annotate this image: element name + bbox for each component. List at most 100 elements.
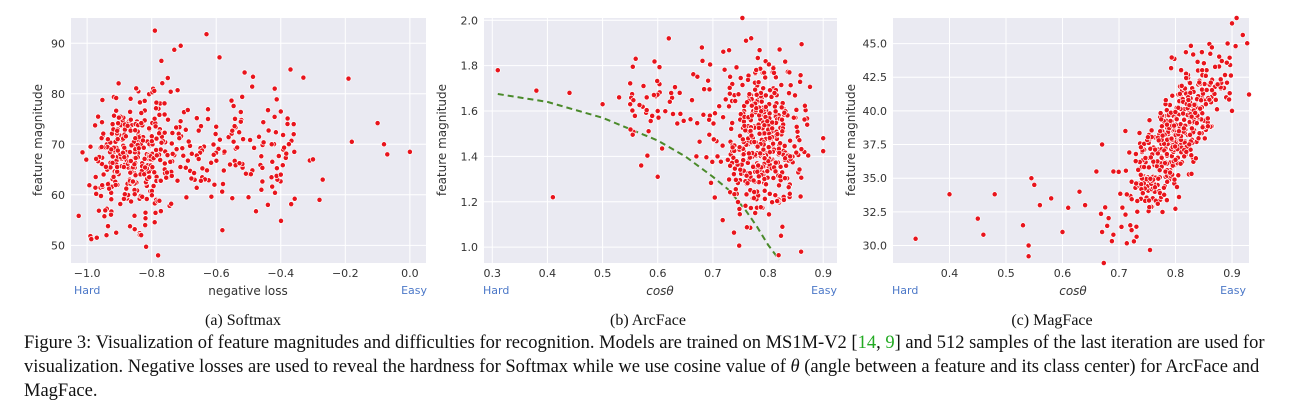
scatter-point <box>769 125 776 132</box>
scatter-point <box>1214 81 1221 88</box>
caption-suffix: (angle between a feature and its class c… <box>24 357 1260 401</box>
scatter-point <box>1203 87 1210 93</box>
scatter-point <box>93 234 100 241</box>
scatter-point <box>632 55 639 62</box>
scatter-point <box>761 69 768 76</box>
scatter-point <box>751 189 758 195</box>
scatter-point <box>1175 172 1182 179</box>
scatter-point <box>1161 160 1168 167</box>
scatter-point <box>755 79 762 86</box>
scatter-point <box>1144 134 1151 141</box>
scatter-point <box>798 248 805 255</box>
scatter-point <box>754 55 761 61</box>
scatter-point <box>1178 67 1185 74</box>
scatter-point <box>249 83 256 90</box>
scatter-point <box>1216 53 1223 60</box>
scatter-point <box>698 44 705 51</box>
scatter-point <box>797 78 804 85</box>
subcaption-softmax: (a) Softmax <box>205 312 281 329</box>
caption-ref-2[interactable]: 9 <box>885 333 895 353</box>
scatter-point <box>757 150 764 157</box>
scatter-point <box>1122 128 1129 134</box>
scatter-point <box>766 135 773 141</box>
scatter-point <box>169 150 176 157</box>
scatter-point <box>133 85 140 92</box>
scatter-point <box>1168 54 1175 61</box>
scatter-point <box>100 130 107 137</box>
scatter-point <box>650 92 657 98</box>
scatter-point <box>770 140 777 147</box>
scatter-point <box>640 83 647 89</box>
scatter-point <box>755 124 762 131</box>
x-tick-label: 0.7 <box>1110 267 1128 280</box>
scatter-point <box>770 175 777 181</box>
scatter-point <box>791 143 798 150</box>
scatter-point <box>300 74 307 81</box>
scatter-point <box>1224 40 1231 47</box>
scatter-point <box>167 88 174 95</box>
scatter-point <box>687 116 694 123</box>
scatter-point <box>259 164 266 171</box>
scatter-point <box>726 90 733 97</box>
scatter-point <box>112 182 119 188</box>
scatter-point <box>762 74 769 81</box>
scatter-point <box>127 108 134 115</box>
scatter-point <box>1098 210 1104 217</box>
scatter-point <box>79 149 86 156</box>
scatter-point <box>259 178 266 185</box>
scatter-point <box>227 161 233 168</box>
caption-prefix: Figure 3: Visualization of feature magni… <box>24 333 858 353</box>
scatter-point <box>284 115 291 122</box>
scatter-point <box>169 130 176 136</box>
scatter-point <box>726 47 733 54</box>
scatter-point <box>288 201 295 208</box>
scatter-point <box>1082 202 1089 209</box>
scatter-point <box>188 150 195 157</box>
ylabel-softmax: feature magnitude <box>31 84 45 196</box>
scatter-point <box>807 83 813 90</box>
scatter-point <box>1197 105 1204 112</box>
scatter-point <box>761 155 768 162</box>
scatter-point <box>645 128 652 135</box>
scatter-point <box>736 144 743 151</box>
scatter-point <box>1168 135 1175 142</box>
scatter-point <box>787 82 794 89</box>
scatter-point <box>1025 253 1032 260</box>
caption-ref-1[interactable]: 14 <box>857 333 877 353</box>
scatter-point <box>151 115 158 122</box>
scatter-point <box>753 91 760 98</box>
scatter-point <box>153 152 160 159</box>
scatter-point <box>272 189 278 196</box>
scatter-point <box>1175 104 1182 111</box>
scatter-point <box>1202 101 1209 108</box>
scatter-point <box>193 184 200 191</box>
scatter-point <box>142 164 149 171</box>
scatter-point <box>629 107 636 114</box>
scatter-point <box>283 150 290 157</box>
scatter-point <box>1207 50 1214 57</box>
scatter-point <box>345 75 352 82</box>
scatter-point <box>92 174 99 180</box>
scatter-point <box>763 181 769 188</box>
scatter-point <box>92 122 99 129</box>
x-tick-label: 0.4 <box>941 267 959 280</box>
scatter-point <box>1198 49 1205 56</box>
y-tick-label: 37.5 <box>863 139 888 152</box>
scatter-point <box>109 153 116 160</box>
scatter-point <box>143 243 150 250</box>
scatter-point <box>1146 204 1153 211</box>
scatter-point <box>216 136 223 143</box>
scatter-point <box>549 194 556 201</box>
scatter-point <box>666 98 673 105</box>
scatter-point <box>1229 20 1235 27</box>
scatter-point <box>150 183 157 189</box>
y-tick-label: 30.0 <box>863 240 888 253</box>
scatter-point <box>731 165 738 172</box>
scatter-point <box>250 73 256 80</box>
scatter-point <box>1183 75 1190 81</box>
x-tick-label: −0.6 <box>203 267 230 280</box>
scatter-point <box>132 172 139 179</box>
scatter-point <box>744 180 751 187</box>
scatter-point <box>1223 59 1230 66</box>
